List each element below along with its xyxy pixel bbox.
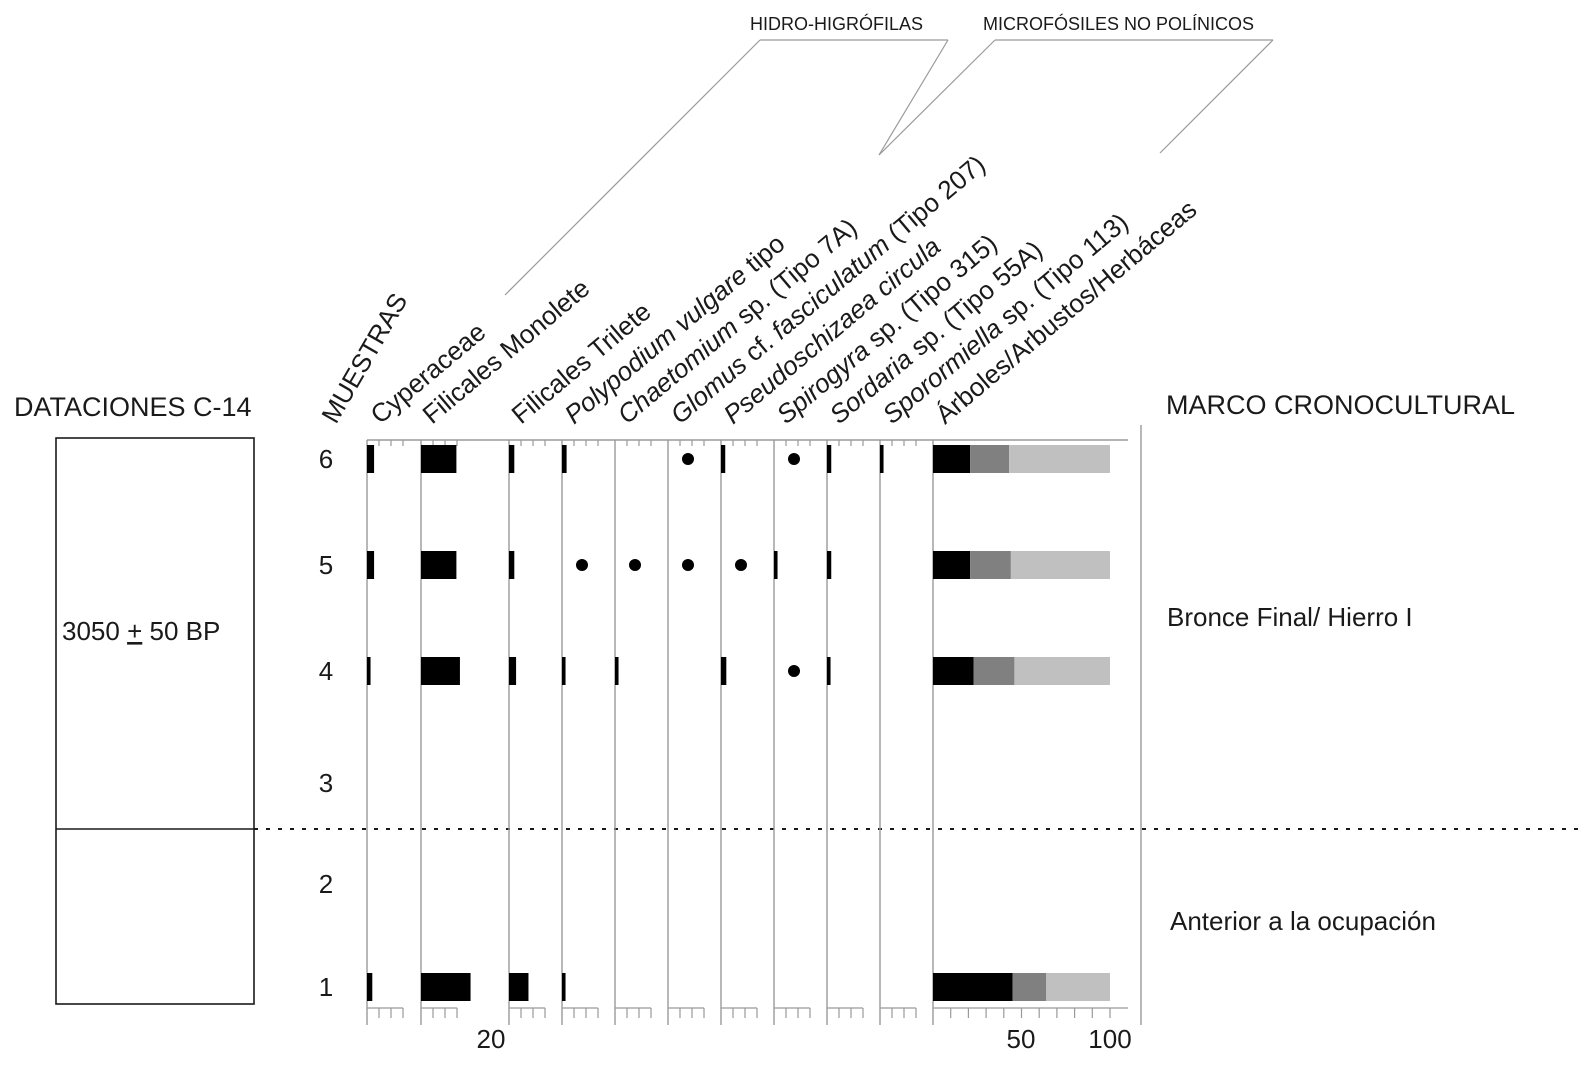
presence-dot	[788, 665, 800, 677]
sample-number-4: 4	[319, 656, 333, 686]
presence-dot	[788, 453, 800, 465]
presence-dot	[735, 559, 747, 571]
taxon-bar	[509, 445, 515, 473]
presence-dot	[682, 559, 694, 571]
x-tick-label-100: 100	[1088, 1024, 1131, 1054]
taxon-bar	[827, 445, 832, 473]
group-label-microfosiles: MICROFÓSILES NO POLÍNICOS	[983, 13, 1254, 34]
taxon-bar	[880, 445, 884, 473]
sample-number-6: 6	[319, 444, 333, 474]
taxon-bar	[421, 445, 457, 473]
sample-number-5: 5	[319, 550, 333, 580]
x-tick-label-50: 50	[1007, 1024, 1036, 1054]
stacked-segment-herbáceas	[1010, 551, 1110, 579]
stacked-segment-árboles	[933, 657, 974, 685]
taxon-bar	[367, 973, 373, 1001]
period-anterior: Anterior a la ocupación	[1170, 906, 1436, 936]
radiocarbon-date: 3050 + 50 BP	[62, 616, 220, 646]
taxon-bar	[827, 551, 832, 579]
stacked-segment-árboles	[933, 445, 971, 473]
taxon-bar	[421, 657, 460, 685]
taxon-bar	[827, 657, 831, 685]
taxon-bar	[721, 657, 727, 685]
taxon-bar	[774, 551, 778, 579]
sample-number-1: 1	[319, 972, 333, 1002]
period-bronce: Bronce Final/ Hierro I	[1167, 602, 1413, 632]
sample-number-2: 2	[319, 869, 333, 899]
right-header: MARCO CRONOCULTURAL	[1166, 390, 1515, 420]
stacked-segment-herbáceas	[1009, 445, 1110, 473]
sample-number-3: 3	[319, 768, 333, 798]
x-tick-label-20: 20	[477, 1024, 506, 1054]
stacked-segment-arbustos	[1012, 973, 1047, 1001]
group-label-hidro: HIDRO-HIGRÓFILAS	[750, 13, 923, 34]
taxon-bar	[509, 551, 515, 579]
group-leader-micro-end	[1159, 39, 1274, 154]
taxon-bar	[615, 657, 619, 685]
left-header: DATACIONES C-14	[14, 392, 252, 422]
presence-dot	[682, 453, 694, 465]
taxon-bar	[721, 445, 726, 473]
taxon-bar	[509, 973, 529, 1001]
taxon-bar	[562, 657, 566, 685]
presence-dot	[576, 559, 588, 571]
group-leader-hidro	[504, 39, 761, 296]
taxon-bar	[367, 657, 371, 685]
taxon-bar	[421, 973, 471, 1001]
taxon-bar	[367, 445, 375, 473]
stacked-segment-árboles	[933, 551, 971, 579]
taxon-bar	[562, 973, 566, 1001]
stacked-segment-árboles	[933, 973, 1013, 1001]
taxon-bar	[562, 445, 567, 473]
stacked-segment-herbáceas	[1014, 657, 1110, 685]
group-leader-hidro-end	[878, 39, 949, 156]
taxon-bar	[421, 551, 457, 579]
group-leader-micro	[878, 39, 996, 156]
taxon-bar	[509, 657, 517, 685]
stacked-segment-arbustos	[973, 657, 1015, 685]
stacked-segment-herbáceas	[1046, 973, 1110, 1001]
stacked-segment-arbustos	[970, 445, 1010, 473]
dating-box	[55, 437, 255, 1005]
stacked-segment-arbustos	[970, 551, 1011, 579]
presence-dot	[629, 559, 641, 571]
taxon-bar	[367, 551, 375, 579]
